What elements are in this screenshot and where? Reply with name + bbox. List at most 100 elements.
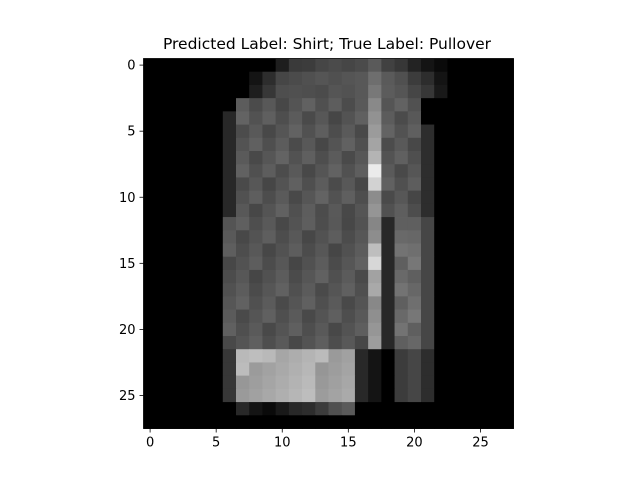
- pixel-cell: [288, 388, 303, 403]
- pixel-cell: [156, 217, 171, 231]
- pixel-cell: [460, 256, 475, 271]
- pixel-cell: [421, 402, 435, 416]
- pixel-cell: [143, 283, 158, 297]
- pixel-cell: [473, 164, 488, 178]
- pixel-cell: [143, 177, 158, 192]
- pixel-cell: [315, 283, 329, 297]
- pixel-cell: [341, 190, 356, 205]
- pixel-cell: [473, 151, 488, 165]
- pixel-cell: [209, 388, 224, 403]
- pixel-cell: [368, 190, 382, 205]
- pixel-cell: [473, 362, 488, 377]
- pixel-cell: [236, 203, 250, 218]
- pixel-cell: [368, 283, 382, 297]
- pixel-cell: [249, 309, 263, 324]
- pixel-cell: [143, 243, 158, 258]
- pixel-cell: [236, 388, 250, 403]
- pixel-cell: [473, 375, 488, 390]
- pixel-cell: [143, 309, 158, 324]
- pixel-cell: [222, 375, 237, 390]
- pixel-cell: [407, 322, 422, 337]
- pixel-cell: [169, 415, 184, 429]
- pixel-cell: [354, 415, 369, 429]
- pixel-cell: [394, 58, 409, 73]
- pixel-cell: [302, 256, 316, 271]
- pixel-cell: [143, 151, 158, 165]
- pixel-cell: [196, 322, 210, 337]
- pixel-cell: [447, 375, 462, 390]
- pixel-cell: [288, 164, 303, 178]
- pixel-cell: [302, 230, 316, 244]
- pixel-cell: [222, 402, 237, 416]
- pixel-cell: [407, 336, 422, 350]
- pixel-cell: [394, 269, 409, 284]
- pixel-cell: [196, 375, 210, 390]
- pixel-cell: [460, 309, 475, 324]
- pixel-cell: [222, 362, 237, 377]
- pixel-cell: [407, 111, 422, 125]
- pixel-cell: [288, 402, 303, 416]
- pixel-cell: [156, 309, 171, 324]
- pixel-cell: [394, 283, 409, 297]
- pixel-cell: [434, 243, 448, 258]
- pixel-cell: [487, 84, 501, 99]
- pixel-cell: [288, 283, 303, 297]
- pixel-cell: [368, 124, 382, 139]
- pixel-cell: [473, 203, 488, 218]
- pixel-cell: [354, 203, 369, 218]
- pixel-cell: [407, 71, 422, 86]
- pixel-cell: [236, 283, 250, 297]
- pixel-cell: [354, 283, 369, 297]
- pixel-cell: [354, 137, 369, 152]
- pixel-cell: [262, 283, 277, 297]
- pixel-cell: [249, 203, 263, 218]
- pixel-cell: [169, 71, 184, 86]
- pixel-cell: [341, 415, 356, 429]
- pixel-cell: [487, 243, 501, 258]
- pixel-cell: [328, 190, 343, 205]
- pixel-cell: [302, 269, 316, 284]
- pixel-cell: [328, 322, 343, 337]
- pixel-cell: [381, 296, 395, 310]
- pixel-cell: [447, 256, 462, 271]
- pixel-cell: [143, 256, 158, 271]
- pixel-cell: [434, 190, 448, 205]
- pixel-cell: [354, 217, 369, 231]
- pixel-cell: [460, 296, 475, 310]
- pixel-cell: [222, 296, 237, 310]
- pixel-cell: [236, 336, 250, 350]
- pixel-cell: [169, 283, 184, 297]
- pixel-cell: [156, 164, 171, 178]
- pixel-cell: [447, 283, 462, 297]
- pixel-cell: [183, 137, 197, 152]
- pixel-cell: [368, 362, 382, 377]
- pixel-cell: [315, 58, 329, 73]
- pixel-cell: [354, 230, 369, 244]
- pixel-cell: [460, 243, 475, 258]
- pixel-cell: [447, 362, 462, 377]
- pixel-cell: [487, 375, 501, 390]
- pixel-cell: [196, 203, 210, 218]
- pixel-cell: [434, 230, 448, 244]
- pixel-cell: [487, 256, 501, 271]
- pixel-cell: [275, 402, 290, 416]
- pixel-cell: [460, 137, 475, 152]
- pixel-cell: [447, 217, 462, 231]
- pixel-cell: [196, 111, 210, 125]
- pixel-cell: [143, 124, 158, 139]
- pixel-cell: [354, 124, 369, 139]
- pixel-cell: [262, 243, 277, 258]
- pixel-cell: [434, 124, 448, 139]
- pixel-cell: [222, 177, 237, 192]
- pixel-cell: [500, 415, 514, 429]
- pixel-cell: [196, 58, 210, 73]
- pixel-cell: [288, 137, 303, 152]
- pixel-cell: [262, 256, 277, 271]
- pixel-cell: [143, 217, 158, 231]
- pixel-cell: [249, 151, 263, 165]
- pixel-cell: [222, 151, 237, 165]
- pixel-cell: [209, 296, 224, 310]
- pixel-cell: [156, 256, 171, 271]
- pixel-cell: [315, 309, 329, 324]
- pixel-cell: [328, 336, 343, 350]
